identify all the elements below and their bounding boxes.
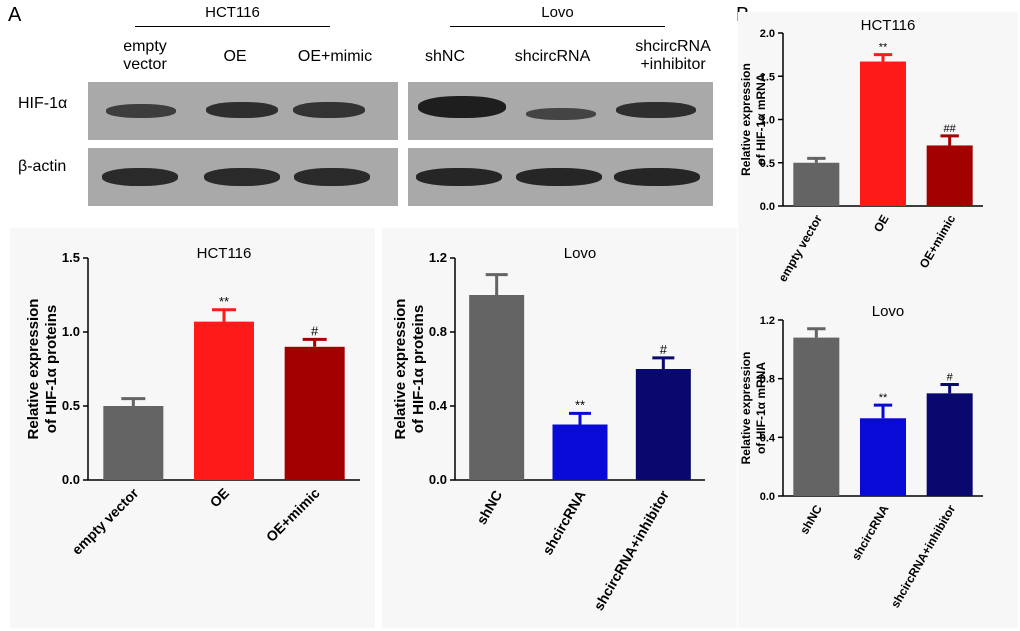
blot-lovo-rule: [450, 26, 665, 27]
y-tick-label: 1.0: [62, 324, 80, 339]
blot-lovo-actin: [408, 148, 713, 206]
category-label: OE: [206, 485, 232, 511]
y-tick-label: 0.0: [760, 201, 775, 213]
chart-title: HCT116: [197, 245, 252, 262]
blot-hct116-rule: [135, 26, 330, 27]
y-tick-label: 0.8: [429, 324, 447, 339]
blot-hct116-title: HCT116: [205, 4, 260, 21]
y-tick-label: 1.5: [760, 71, 775, 83]
blot-band: [516, 168, 602, 186]
blot-hct116-hif1a: [88, 82, 398, 140]
significance-label: **: [879, 392, 888, 404]
y-tick-label: 0.0: [429, 472, 447, 487]
blot-band: [418, 96, 506, 118]
y-tick-label: 1.2: [429, 250, 447, 265]
significance-label: #: [311, 323, 319, 338]
blot-band: [614, 168, 700, 186]
y-axis-label: of HIF-1α mRNA: [754, 362, 768, 454]
category-label: OE+mimic: [917, 212, 959, 270]
y-tick-label: 0.4: [760, 432, 776, 444]
category-label: shNC: [797, 502, 825, 536]
significance-label: #: [660, 342, 668, 357]
category-label: shNC: [473, 487, 505, 527]
blot-band: [416, 168, 502, 186]
bar: [194, 321, 254, 480]
panel-label-a: A: [8, 4, 22, 26]
bar: [635, 369, 691, 480]
y-axis-label: of HIF-1α mRNA: [754, 73, 768, 165]
y-axis-label: Relative expression: [25, 299, 42, 440]
blot-lovo-title: Lovo: [541, 4, 574, 21]
chart-title: Lovo: [872, 303, 905, 320]
bar: [284, 346, 345, 480]
blot-band: [206, 102, 278, 118]
y-tick-label: 1.2: [760, 315, 775, 327]
significance-label: **: [879, 42, 888, 54]
category-label: OE+mimic: [263, 485, 323, 545]
y-axis-label: Relative expression: [739, 352, 753, 465]
bar: [103, 406, 164, 480]
chart-title: HCT116: [861, 17, 916, 34]
bar: [469, 295, 525, 480]
y-tick-label: 0.5: [760, 158, 775, 170]
y-tick-label: 0.8: [760, 374, 775, 386]
blot-band: [102, 168, 178, 186]
blot-band: [616, 102, 696, 118]
y-tick-label: 0.0: [62, 472, 80, 487]
blot-lane-label: empty vector: [123, 38, 167, 73]
bar: [926, 393, 973, 496]
category-label: OE: [871, 213, 892, 235]
y-tick-label: 0.4: [429, 398, 448, 413]
blot-lovo-hif1a: [408, 82, 713, 140]
blot-row-label-hif1a: HIF-1α: [18, 95, 68, 112]
blot-hct116-actin: [88, 148, 398, 206]
y-tick-label: 0.0: [760, 491, 775, 503]
y-axis-label: Relative expression: [392, 299, 409, 440]
y-axis-label: of HIF-1α proteins: [410, 305, 427, 433]
category-label: shcircRNA: [539, 488, 589, 558]
blot-lane-label: shcircRNA: [514, 48, 591, 65]
blot-band: [293, 102, 365, 118]
chart-title: Lovo: [564, 245, 597, 262]
y-tick-label: 1.5: [62, 250, 80, 265]
blot-band: [294, 168, 370, 186]
blot-lane-label: shNC: [424, 48, 465, 65]
y-tick-label: 0.5: [62, 398, 80, 413]
significance-label: **: [219, 294, 229, 309]
category-label: empty vector: [69, 484, 142, 557]
y-axis-label: of HIF-1α proteins: [43, 305, 60, 433]
bar: [860, 61, 906, 206]
category-label: empty vector: [775, 212, 825, 284]
category-label: shcircRNA: [849, 502, 892, 562]
significance-label: **: [575, 397, 585, 412]
blot-band: [106, 104, 176, 118]
bar: [926, 145, 973, 206]
blot-lane-label: shcircRNA +inhibitor: [635, 38, 711, 73]
bar: [552, 424, 608, 480]
category-label: shcircRNA+inhibitor: [888, 502, 958, 610]
bar: [860, 418, 906, 496]
y-axis-label: Relative expression: [739, 63, 753, 176]
blot-lane-label: OE+mimic: [297, 48, 373, 65]
bar: [793, 162, 840, 206]
category-label: shcircRNA+inhibitor: [590, 487, 672, 613]
blot-band: [204, 168, 280, 186]
blot-row-label-actin: β-actin: [18, 158, 67, 175]
significance-label: #: [947, 372, 954, 384]
significance-label: ##: [944, 123, 957, 135]
bar: [793, 337, 840, 496]
y-tick-label: 2.0: [760, 28, 775, 40]
blot-lane-label: OE: [223, 48, 247, 65]
blot-band: [526, 108, 596, 120]
y-tick-label: 1.0: [760, 115, 775, 127]
